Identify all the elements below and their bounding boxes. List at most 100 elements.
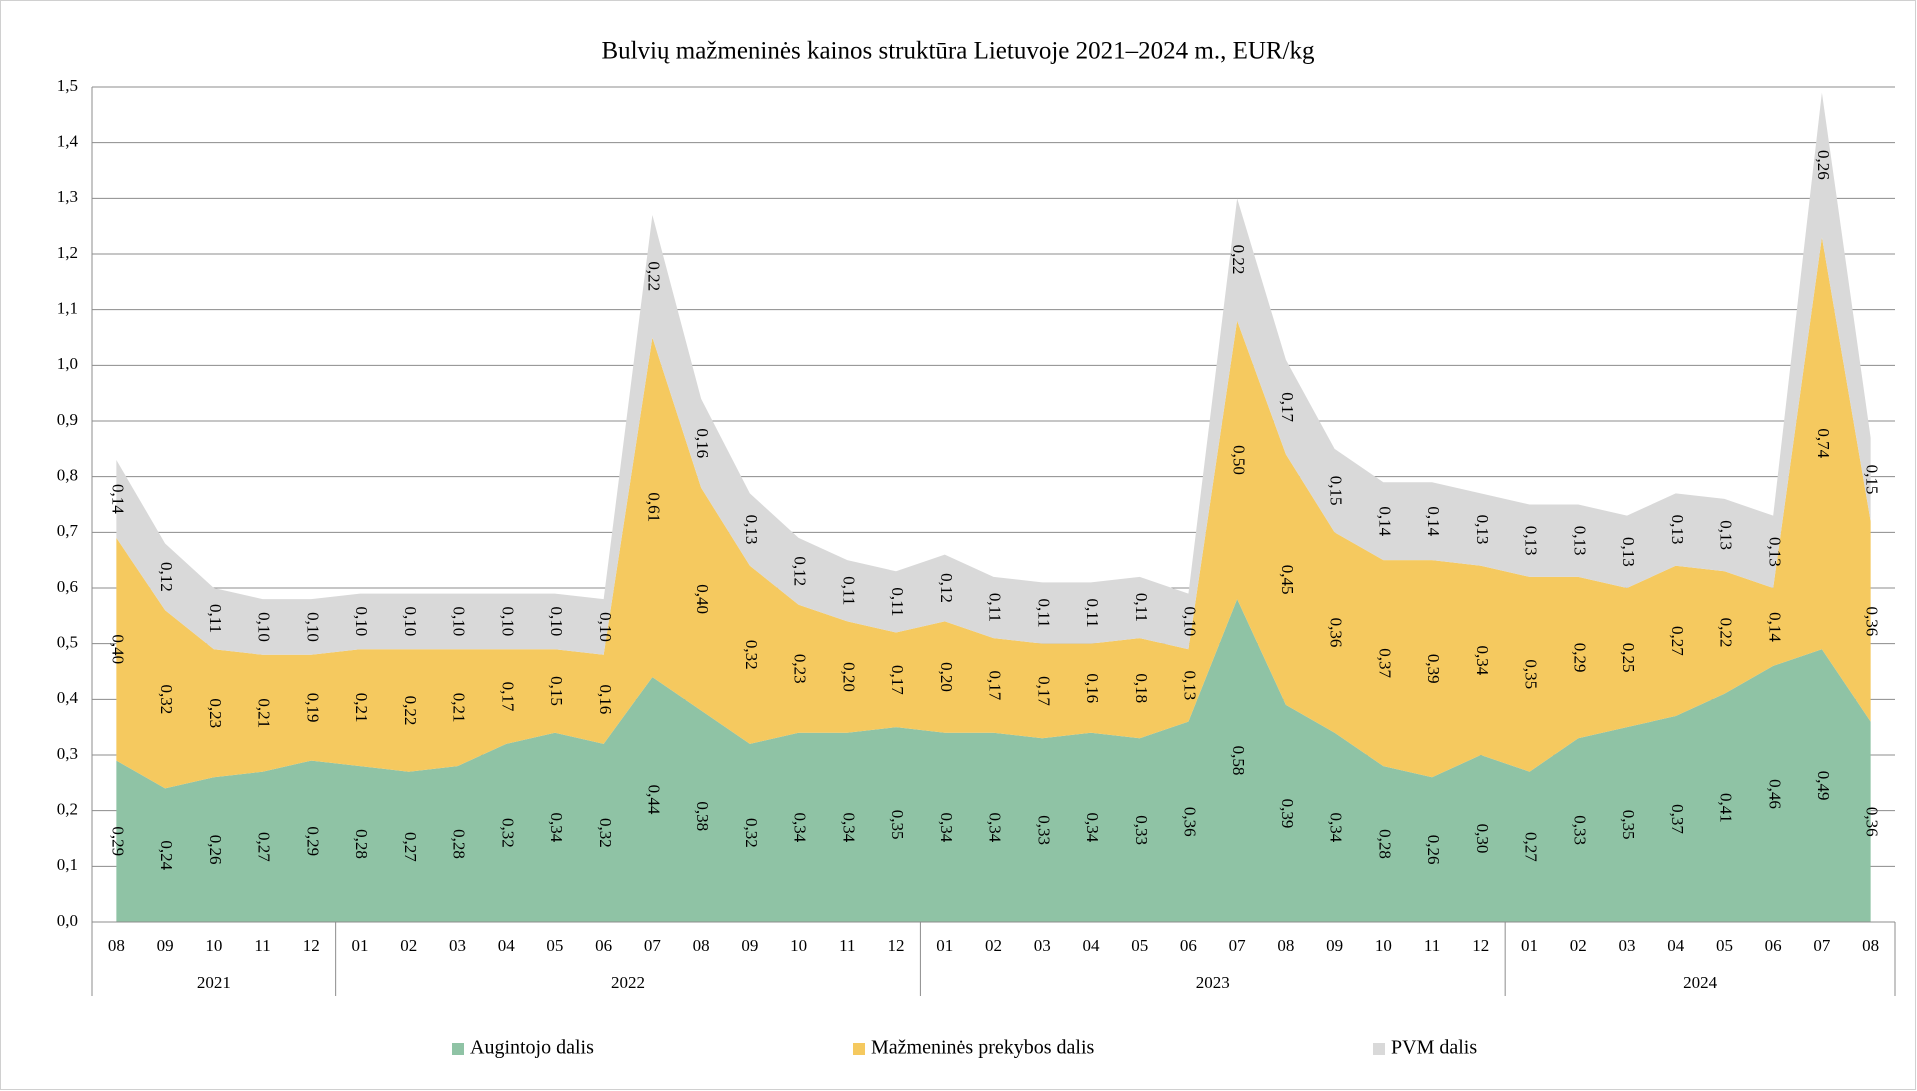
data-label: 0,10 [1181,607,1200,637]
data-label: 0,30 [1473,824,1492,854]
data-label: 0,29 [1570,643,1589,673]
data-label: 0,13 [1181,671,1200,701]
y-tick-label: 1,0 [57,354,78,373]
data-label: 0,41 [1717,793,1736,823]
data-label: 0,37 [1375,648,1394,678]
data-label: 0,12 [157,562,176,592]
data-label: 0,24 [157,840,176,870]
data-label: 0,45 [1278,565,1297,595]
legend-label: PVM dalis [1391,1037,1477,1059]
data-label: 0,22 [401,696,420,726]
x-tick-label: 03 [449,936,466,955]
data-label: 0,11 [888,587,907,616]
data-label: 0,10 [401,607,420,637]
x-tick-label: 02 [400,936,417,955]
x-tick-label: 12 [303,936,320,955]
data-label: 0,11 [986,593,1005,622]
data-label: 0,13 [1473,515,1492,545]
data-label: 0,28 [450,829,469,859]
data-label: 0,36 [1327,618,1346,648]
data-label: 0,46 [1765,779,1784,809]
x-tick-label: 01 [352,936,369,955]
data-label: 0,17 [1034,676,1053,706]
data-label: 0,20 [839,662,858,692]
data-label: 0,28 [352,829,371,859]
data-label: 0,32 [498,818,517,848]
data-label: 0,14 [1375,506,1394,536]
chart-title: Bulvių mažmeninės kainos struktūra Lietu… [601,38,1315,65]
data-label: 0,32 [742,640,761,670]
data-label: 0,22 [1717,618,1736,648]
legend-label: Mažmeninės prekybos dalis [871,1037,1094,1059]
data-label: 0,12 [937,573,956,603]
x-tick-label: 08 [1277,936,1294,955]
x-tick-label: 01 [936,936,953,955]
data-label: 0,17 [498,682,517,712]
y-tick-label: 1,2 [57,243,78,262]
data-label: 0,32 [157,684,176,714]
data-label: 0,27 [401,832,420,862]
legend-swatch [1373,1043,1385,1055]
data-label: 0,12 [791,556,810,586]
x-tick-label: 12 [888,936,905,955]
y-tick-label: 0,0 [57,911,78,930]
area [116,599,1871,922]
y-tick-label: 0,3 [57,744,78,763]
group-label: 2023 [1196,973,1230,992]
data-label: 0,36 [1181,807,1200,837]
data-label: 0,34 [547,812,566,842]
data-label: 0,33 [1570,815,1589,845]
data-label: 0,21 [255,698,274,728]
data-label: 0,18 [1132,673,1151,703]
x-tick-label: 10 [205,936,222,955]
data-label: 0,37 [1668,804,1687,834]
y-tick-label: 0,9 [57,410,78,429]
y-tick-label: 0,2 [57,800,78,819]
data-label: 0,26 [1814,150,1833,180]
data-label: 0,34 [1327,812,1346,842]
data-label: 0,33 [1034,815,1053,845]
data-label: 0,13 [1668,515,1687,545]
data-label: 0,17 [888,665,907,695]
legend-swatch [452,1043,464,1055]
areas [116,92,1871,922]
data-label: 0,34 [791,812,810,842]
labels: 0,29 0,24 0,26 0,27 0,29 0,28 0,27 0,28 0,32 0,34… [108,150,1881,871]
data-label: 0,17 [1278,392,1297,422]
data-label: 0,38 [693,801,712,831]
x-tick-label: 04 [1082,936,1100,955]
area [116,237,1871,789]
data-label: 0,40 [108,634,127,664]
data-label: 0,10 [547,607,566,637]
x-tick-label: 09 [741,936,758,955]
data-label: 0,15 [547,676,566,706]
area [116,92,1871,655]
data-label: 0,35 [1619,810,1638,840]
x-tick-label: 09 [157,936,174,955]
x-tick-label: 11 [839,936,855,955]
data-label: 0,33 [1132,815,1151,845]
data-label: 0,34 [986,812,1005,842]
data-label: 0,10 [352,607,371,637]
data-label: 0,29 [303,826,322,856]
data-label: 0,14 [108,484,127,514]
data-label: 0,13 [1717,520,1736,550]
data-label: 0,15 [1327,476,1346,506]
x-tick-label: 05 [546,936,563,955]
x-tick-label: 02 [1570,936,1587,955]
data-label: 0,23 [791,654,810,684]
y-tick-label: 0,7 [57,521,79,540]
data-label: 0,19 [303,693,322,723]
data-label: 0,10 [255,612,274,642]
x-tick-label: 07 [1229,936,1247,955]
x-tick-label: 02 [985,936,1002,955]
y-tick-label: 0,4 [57,688,79,707]
x-tick-label: 07 [1813,936,1831,955]
data-label: 0,15 [1863,465,1882,495]
data-label: 0,22 [1229,245,1248,275]
data-label: 0,17 [986,671,1005,701]
x-tick-label: 12 [1472,936,1489,955]
data-label: 0,26 [1424,835,1443,865]
data-label: 0,14 [1424,506,1443,536]
